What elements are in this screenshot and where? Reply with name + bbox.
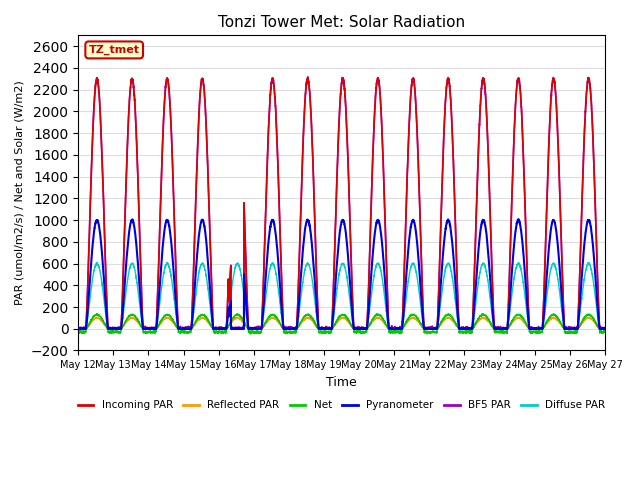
- Legend: Incoming PAR, Reflected PAR, Net, Pyranometer, BF5 PAR, Diffuse PAR: Incoming PAR, Reflected PAR, Net, Pyrano…: [74, 396, 610, 415]
- Text: TZ_tmet: TZ_tmet: [89, 45, 140, 55]
- Title: Tonzi Tower Met: Solar Radiation: Tonzi Tower Met: Solar Radiation: [218, 15, 465, 30]
- Y-axis label: PAR (umol/m2/s) / Net and Solar (W/m2): PAR (umol/m2/s) / Net and Solar (W/m2): [15, 81, 25, 305]
- X-axis label: Time: Time: [326, 376, 357, 389]
